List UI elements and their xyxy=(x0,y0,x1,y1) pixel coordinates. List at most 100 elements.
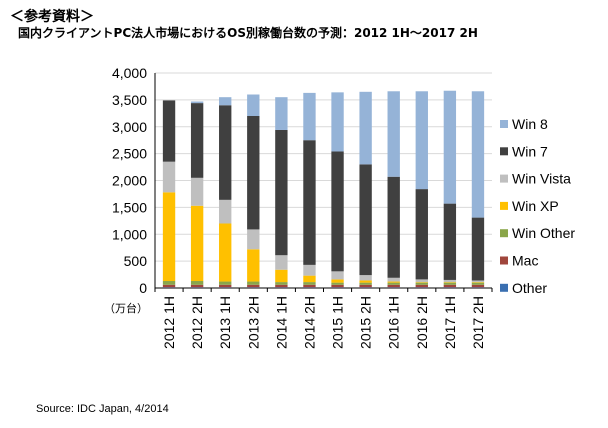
y-tick-label: 0 xyxy=(139,280,147,296)
bar-segment xyxy=(331,151,344,272)
bar-segment xyxy=(303,275,316,283)
bar-segment xyxy=(443,279,457,283)
bar-segment xyxy=(359,91,372,165)
bar-segment xyxy=(303,264,316,276)
bar-segment xyxy=(387,277,400,282)
bar-segment xyxy=(415,282,428,285)
x-tick-label: 2016 1H xyxy=(386,296,402,349)
bar-segment xyxy=(219,284,232,288)
x-tick-label: 2012 2H xyxy=(189,296,205,349)
legend-swatch xyxy=(500,147,508,156)
bar-segment xyxy=(247,281,260,285)
legend-label: Mac xyxy=(512,253,538,269)
bar-segment xyxy=(190,281,204,285)
header-note: ＜参考資料＞ xyxy=(10,9,94,25)
bar-segment xyxy=(162,284,176,288)
x-tick-label: 2015 1H xyxy=(330,296,346,349)
y-tick-label: 500 xyxy=(124,253,148,269)
bar-segment xyxy=(190,103,204,178)
bar-segment xyxy=(275,255,288,270)
bar-segment xyxy=(387,281,400,283)
y-tick-label: 2,500 xyxy=(112,146,147,162)
bar-segment xyxy=(471,282,485,283)
bar-segment xyxy=(162,161,176,193)
source-note: Source: IDC Japan, 4/2014 xyxy=(36,403,169,415)
bar-segment xyxy=(303,284,316,288)
bar-segment xyxy=(275,287,288,288)
bar-segment xyxy=(471,91,485,218)
bar-segment xyxy=(190,284,204,288)
bar-segment xyxy=(275,269,288,283)
bar-segment xyxy=(359,284,372,288)
bar-segment xyxy=(247,94,260,116)
legend-swatch xyxy=(500,256,508,265)
bar-segment xyxy=(443,282,457,283)
bar-segment xyxy=(275,282,288,285)
x-tick-label: 2013 1H xyxy=(217,296,233,349)
bar-segment xyxy=(471,282,485,285)
legend-label: Win 8 xyxy=(512,116,548,132)
bar-segment xyxy=(415,189,428,280)
legend-swatch xyxy=(500,174,508,183)
legend-swatch xyxy=(500,229,508,238)
bar-segment xyxy=(303,282,316,285)
x-tick-label: 2016 2H xyxy=(414,296,430,349)
bar-segment xyxy=(359,164,372,276)
x-tick-label: 2015 2H xyxy=(358,296,374,349)
bars xyxy=(162,90,485,288)
bar-segment xyxy=(415,282,428,283)
bar-segment xyxy=(247,116,260,230)
bar-segment xyxy=(219,97,232,106)
bar-segment xyxy=(247,287,260,288)
chart-title: 国内クライアントPC法人市場におけるOS別稼働台数の予測：2012 1H〜201… xyxy=(18,26,478,40)
bar-segment xyxy=(359,280,372,283)
bar-segment xyxy=(331,271,344,280)
y-tick-label: 1,000 xyxy=(112,226,147,242)
bar-segment xyxy=(219,105,232,200)
x-tick-label: 2012 1H xyxy=(161,296,177,349)
legend-label: Win XP xyxy=(512,198,559,214)
bar-segment xyxy=(331,92,344,152)
legend-swatch xyxy=(500,201,508,210)
bar-segment xyxy=(162,281,176,285)
y-tick-label: 2,000 xyxy=(112,173,147,189)
bar-segment xyxy=(471,284,485,288)
bar-segment xyxy=(443,287,457,288)
bar-segment xyxy=(415,279,428,283)
bar-segment xyxy=(247,229,260,250)
bar-segment xyxy=(331,282,344,285)
x-tick-label: 2017 2H xyxy=(470,296,486,349)
bar-segment xyxy=(247,249,260,282)
bar-segment xyxy=(387,91,400,177)
bar-segment xyxy=(415,91,428,190)
legend-label: Win Other xyxy=(512,225,575,241)
bar-segment xyxy=(443,284,457,288)
bar-segment xyxy=(303,92,316,141)
bar-segment xyxy=(387,282,400,285)
bar-segment xyxy=(359,287,372,288)
bar-segment xyxy=(471,280,485,283)
bar-segment xyxy=(331,287,344,288)
bar-segment xyxy=(275,97,288,130)
bar-segment xyxy=(359,282,372,285)
legend-swatch xyxy=(500,120,508,128)
bar-segment xyxy=(162,100,176,162)
bar-segment xyxy=(303,287,316,288)
bar-segment xyxy=(387,287,400,288)
bar-segment xyxy=(219,281,232,285)
bar-segment xyxy=(219,287,232,288)
y-axis-ticks: 4,000 3,500 3,000 2,500 2,000 1,500 1,000 500 0 xyxy=(112,65,147,296)
bar-segment xyxy=(443,203,457,280)
bar-segment xyxy=(162,192,176,282)
bar-segment xyxy=(471,287,485,288)
bar-segment xyxy=(331,284,344,288)
legend-label: Win 7 xyxy=(512,143,548,159)
bar-segment xyxy=(471,217,485,281)
legend: Win 8 Win 7 Win Vista Win XP Win Other Mac Oth… xyxy=(500,116,575,296)
bar-segment xyxy=(190,177,204,206)
legend-label: Other xyxy=(512,280,547,296)
bar-segment xyxy=(443,90,457,204)
bar-segment xyxy=(275,129,288,256)
bar-segment xyxy=(247,284,260,288)
